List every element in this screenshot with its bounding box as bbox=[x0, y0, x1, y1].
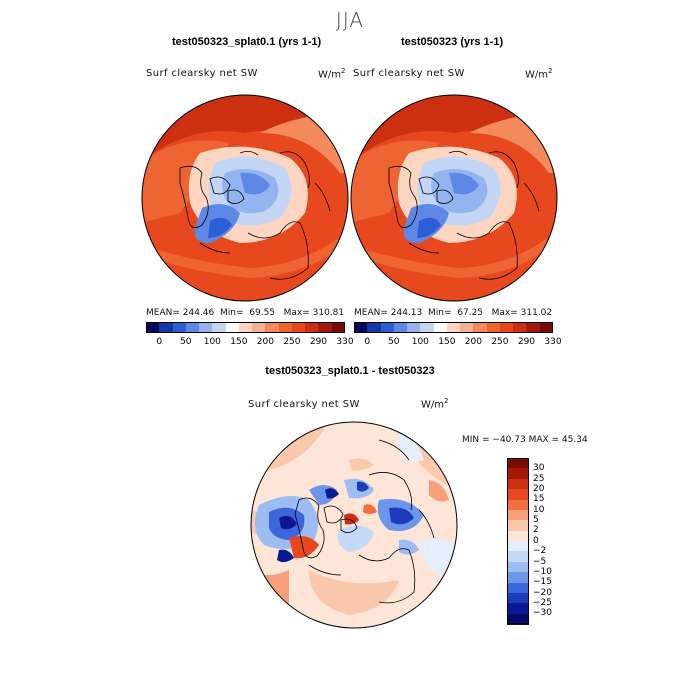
colorbar-swatch bbox=[318, 322, 333, 333]
panel2-field-label: Surf clearsky net SW bbox=[353, 68, 465, 79]
season-title: JJA bbox=[335, 8, 365, 32]
colorbar-tick-label: −20 bbox=[533, 587, 552, 598]
colorbar-swatch bbox=[172, 322, 187, 333]
colorbar-swatch bbox=[473, 322, 488, 333]
colorbar-swatch bbox=[507, 551, 529, 563]
colorbar-tick-label: 5 bbox=[533, 515, 539, 526]
colorbar-tick-label: 0 bbox=[533, 535, 539, 546]
colorbar-swatch bbox=[446, 322, 461, 333]
colorbar-swatch bbox=[507, 613, 529, 625]
colorbar-swatch bbox=[507, 603, 529, 615]
colorbar-swatch bbox=[507, 520, 529, 532]
colorbar-swatch bbox=[225, 322, 240, 333]
panel1-polar-map bbox=[141, 94, 349, 302]
diff-title: test050323_splat0.1 - test050323 bbox=[265, 365, 435, 377]
colorbar-tick-label: 250 bbox=[283, 337, 301, 347]
colorbar-tick-label: −5 bbox=[533, 556, 547, 567]
colorbar-swatch bbox=[305, 322, 319, 333]
colorbar-tick-label: −2 bbox=[533, 546, 547, 557]
colorbar-tick-label: 150 bbox=[438, 337, 456, 347]
colorbar-tick-label: 290 bbox=[517, 337, 536, 347]
colorbar-tick-label: 0 bbox=[156, 337, 163, 347]
colorbar-tick-label: −30 bbox=[533, 608, 552, 619]
diff-field-label: Surf clearsky net SW bbox=[248, 399, 360, 410]
colorbar-swatch bbox=[507, 468, 529, 480]
colorbar-tick-label: 150 bbox=[230, 337, 248, 347]
colorbar-swatch bbox=[507, 541, 529, 552]
colorbar-swatch bbox=[433, 322, 448, 333]
colorbar-swatch bbox=[507, 561, 529, 573]
colorbar-swatch bbox=[507, 582, 529, 594]
diff-polar-map bbox=[250, 421, 458, 629]
colorbar-tick-label: 250 bbox=[491, 337, 509, 347]
colorbar-tick-label: 50 bbox=[180, 337, 192, 347]
panel2-colorbar: 0 50 100 150 200 250 290 330 bbox=[354, 322, 562, 352]
colorbar-swatch bbox=[354, 322, 368, 333]
colorbar-swatch bbox=[199, 322, 213, 333]
colorbar-swatch bbox=[513, 322, 527, 333]
colorbar-tick-label: −25 bbox=[533, 598, 552, 609]
panel2-title: test050323 (yrs 1-1) bbox=[401, 36, 504, 48]
panel1-unit: W/m2 bbox=[318, 67, 346, 81]
colorbar-frame bbox=[354, 322, 553, 333]
panel1-title: test050323_splat0.1 (yrs 1-1) bbox=[172, 36, 322, 48]
colorbar-tick-label: 25 bbox=[533, 473, 545, 484]
colorbar-swatch bbox=[278, 322, 293, 333]
colorbar-swatch bbox=[486, 322, 501, 333]
colorbar-swatch bbox=[367, 322, 382, 333]
colorbar-swatch bbox=[212, 322, 227, 333]
colorbar-swatch bbox=[393, 322, 408, 333]
colorbar-swatch bbox=[238, 322, 253, 333]
colorbar-swatch bbox=[291, 322, 306, 333]
panel1-colorbar: 0 50 100 150 200 250 290 330 bbox=[146, 322, 354, 352]
colorbar-swatch bbox=[252, 322, 266, 333]
panel2-polar-map bbox=[350, 94, 558, 302]
colorbar-tick-label: 100 bbox=[203, 337, 221, 347]
colorbar-swatch bbox=[185, 322, 200, 333]
colorbar-tick-label: 30 bbox=[533, 463, 545, 474]
colorbar-tick-label: 10 bbox=[533, 504, 545, 515]
colorbar-tick-label: 330 bbox=[336, 337, 354, 347]
colorbar-tick-label: 100 bbox=[411, 337, 429, 347]
colorbar-tick-label: 0 bbox=[364, 337, 371, 347]
colorbar-tick-label: 200 bbox=[256, 337, 274, 347]
colorbar-swatch bbox=[539, 322, 554, 333]
panel1-stats: MEAN= 244.46 Min= 69.55 Max= 310.81 bbox=[146, 308, 345, 318]
colorbar-swatch bbox=[159, 322, 174, 333]
colorbar-swatch bbox=[507, 458, 529, 469]
colorbar-swatch bbox=[265, 322, 280, 333]
colorbar-tick-label: 200 bbox=[464, 337, 482, 347]
colorbar-swatch bbox=[507, 530, 529, 542]
colorbar-tick-label: 20 bbox=[533, 483, 545, 494]
panel1-field-label: Surf clearsky net SW bbox=[146, 68, 258, 79]
colorbar-tick-label: 330 bbox=[544, 337, 562, 347]
diff-minmax: MIN = −40.73 MAX = 45.34 bbox=[462, 435, 588, 445]
colorbar-swatch bbox=[407, 322, 421, 333]
colorbar-swatch bbox=[507, 509, 529, 521]
colorbar-swatch bbox=[507, 592, 529, 604]
colorbar-tick-label: 50 bbox=[388, 337, 400, 347]
colorbar-tick-label: −10 bbox=[533, 566, 552, 577]
colorbar-swatch bbox=[331, 322, 346, 333]
colorbar-swatch bbox=[460, 322, 474, 333]
panel2-stats: MEAN= 244.13 Min= 67.25 Max= 311.02 bbox=[354, 308, 553, 318]
panel2-unit: W/m2 bbox=[525, 67, 553, 81]
colorbar-tick-label: 15 bbox=[533, 494, 545, 505]
colorbar-swatch bbox=[420, 322, 435, 333]
colorbar-swatch bbox=[146, 322, 160, 333]
diff-unit: W/m2 bbox=[421, 397, 449, 411]
colorbar-tick-label: −15 bbox=[533, 577, 552, 588]
colorbar-swatch bbox=[507, 499, 529, 511]
colorbar-swatch bbox=[380, 322, 395, 333]
colorbar-tick-label: 2 bbox=[533, 525, 539, 536]
colorbar-frame bbox=[146, 322, 345, 333]
colorbar-swatch bbox=[507, 478, 529, 490]
diff-colorbar: 30 25 20 15 10 5 2 0 −2 −5 −10 −15 −20 −25 −30 bbox=[507, 458, 557, 625]
colorbar-tick-label: 290 bbox=[309, 337, 328, 347]
colorbar-frame bbox=[507, 458, 529, 624]
colorbar-swatch bbox=[507, 489, 529, 500]
colorbar-swatch bbox=[499, 322, 514, 333]
colorbar-swatch bbox=[507, 572, 529, 583]
colorbar-swatch bbox=[526, 322, 541, 333]
